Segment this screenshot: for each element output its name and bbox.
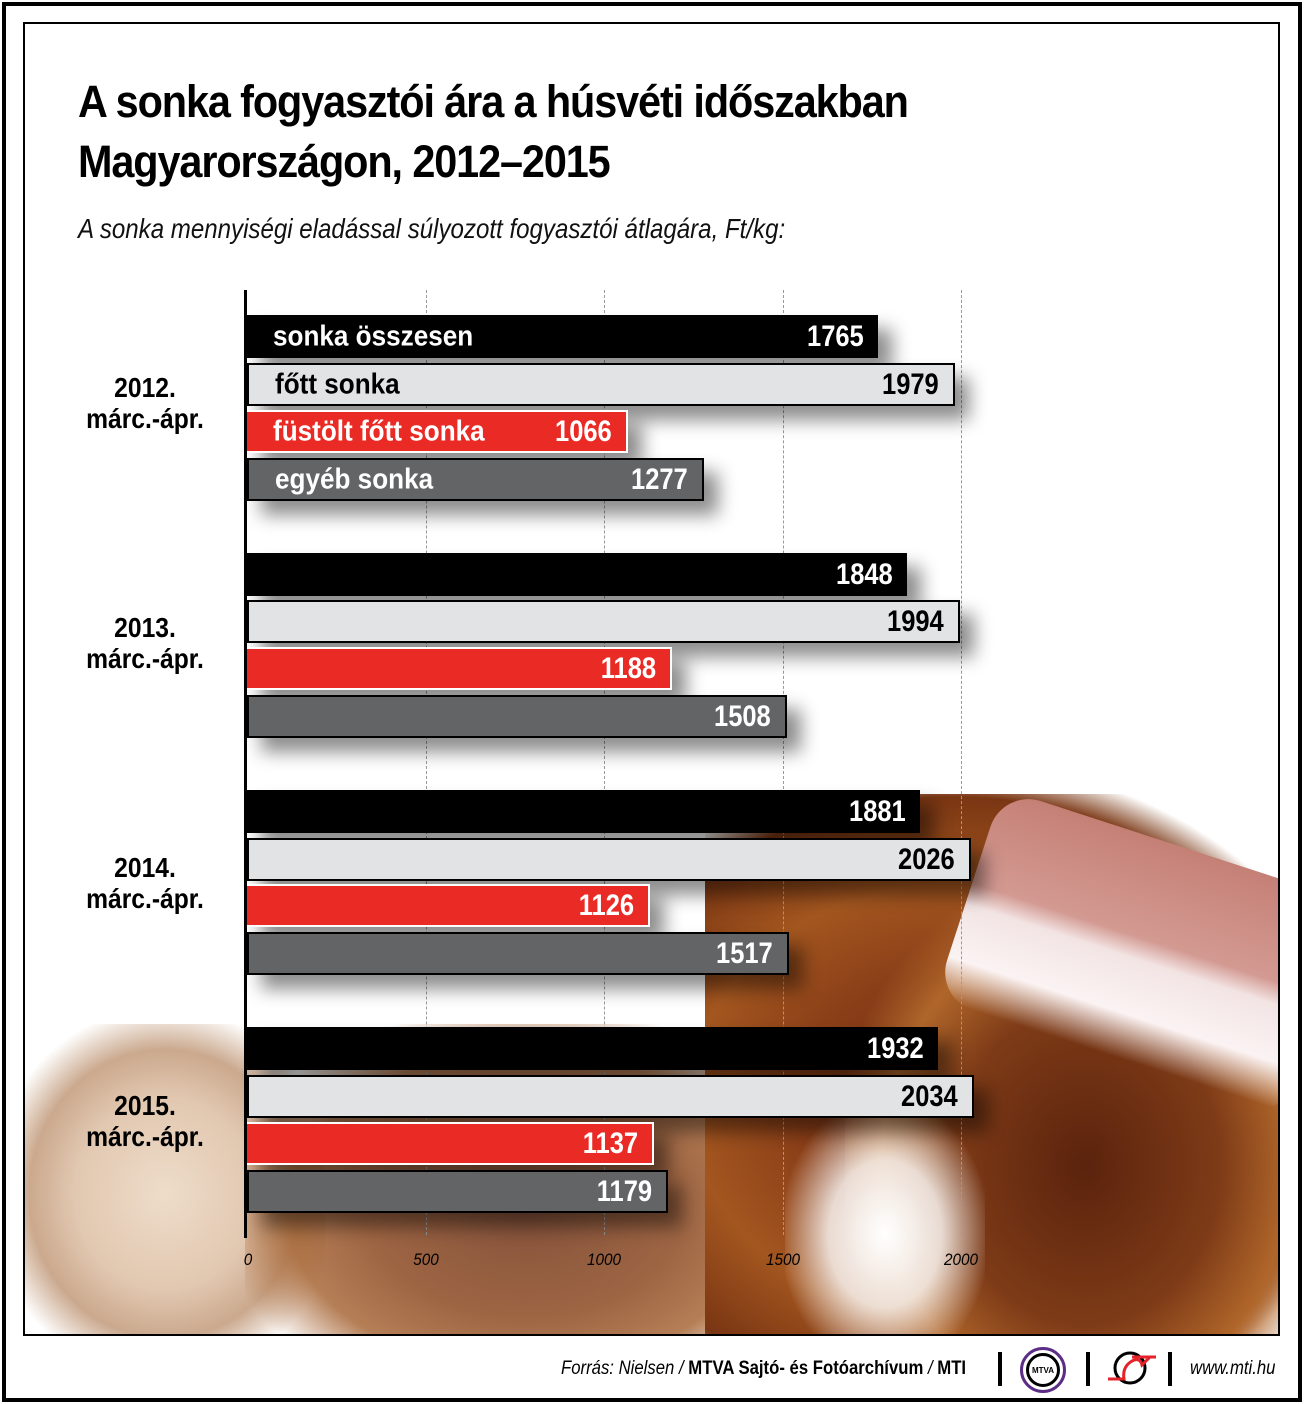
bar-value: 1765 [807, 319, 864, 353]
group-period: márc.-ápr. [86, 643, 204, 674]
bar-2014-egyeb-sonka: 1517 [247, 932, 789, 975]
bar-2015-egyeb-sonka: 1179 [247, 1170, 668, 1213]
bar-2014-sonka-osszesen: 1881 [247, 790, 920, 833]
bar-2013-fustolt-fott-sonka: 1188 [247, 647, 672, 690]
bar-value: 1881 [849, 794, 906, 828]
bar-2012-fott-sonka: főtt sonka 1979 [247, 363, 955, 406]
footer-divider [998, 1352, 1002, 1386]
bar-value: 1517 [716, 936, 773, 970]
group-year: 2013. [114, 612, 176, 643]
source-mti: MTI [937, 1358, 967, 1379]
group-label-2014: 2014. márc.-ápr. [70, 852, 220, 914]
bar-2012-egyeb-sonka: egyéb sonka 1277 [247, 458, 704, 501]
bar-value: 1277 [631, 462, 688, 496]
bar-value: 1994 [887, 604, 944, 638]
bar-2012-sonka-osszesen: sonka összesen 1765 [247, 315, 878, 358]
bar-2014-fustolt-fott-sonka: 1126 [247, 884, 650, 927]
bar-2013-egyeb-sonka: 1508 [247, 695, 787, 738]
x-tick-1000: 1000 [586, 1250, 622, 1269]
bar-2015-fustolt-fott-sonka: 1137 [247, 1122, 654, 1165]
legend-label-fustolt: füstölt főtt sonka [273, 415, 485, 447]
mtva-logo-text: MTVA [1031, 1365, 1055, 1375]
mtva-logo-icon: MTVA [1020, 1347, 1066, 1393]
group-label-2015: 2015. márc.-ápr. [70, 1090, 220, 1152]
footer-divider [1168, 1352, 1172, 1386]
chart-title: A sonka fogyasztói ára a húsvéti időszak… [78, 72, 909, 192]
legend-label-fott: főtt sonka [275, 368, 400, 400]
bar-value: 2026 [898, 842, 955, 876]
group-year: 2012. [114, 372, 176, 403]
group-period: márc.-ápr. [86, 1121, 204, 1152]
bar-2015-fott-sonka: 2034 [247, 1075, 974, 1118]
x-tick-500: 500 [413, 1250, 439, 1269]
x-tick-0: 0 [243, 1250, 253, 1269]
bar-value: 1188 [600, 651, 656, 685]
bar-value: 1979 [882, 367, 939, 401]
website-link[interactable]: www.mti.hu [1190, 1358, 1276, 1379]
bar-2013-fott-sonka: 1994 [247, 600, 960, 643]
legend-label-egyeb: egyéb sonka [275, 463, 434, 495]
bar-2014-fott-sonka: 2026 [247, 838, 971, 881]
gridline-500 [426, 290, 427, 1235]
bar-value: 1848 [836, 557, 893, 591]
bar-value: 1179 [596, 1174, 652, 1208]
mtva-logo-inner: MTVA [1026, 1353, 1060, 1387]
bar-2013-sonka-osszesen: 1848 [247, 553, 907, 596]
x-tick-2000: 2000 [943, 1250, 979, 1269]
bar-2012-fustolt-fott-sonka: füstölt főtt sonka 1066 [247, 410, 628, 453]
y-axis-line [244, 290, 247, 1238]
gridline-1500 [783, 290, 784, 1235]
mti-logo-icon [1108, 1351, 1156, 1385]
bar-value: 1137 [582, 1126, 638, 1160]
bar-value: 1508 [714, 699, 771, 733]
source-archive: MTVA Sajtó- és Fotóarchívum [688, 1358, 924, 1379]
group-label-2013: 2013. márc.-ápr. [70, 612, 220, 674]
group-period: márc.-ápr. [86, 403, 204, 434]
bar-value: 1066 [555, 414, 612, 448]
source-separator: / [927, 1358, 933, 1379]
group-year: 2014. [114, 852, 176, 883]
chart-title-line-2: Magyarországon, 2012–2015 [78, 136, 611, 187]
bar-value: 2034 [901, 1079, 958, 1113]
group-year: 2015. [114, 1090, 176, 1121]
group-label-2012: 2012. márc.-ápr. [70, 372, 220, 434]
gridline-2000 [961, 290, 962, 1235]
legend-label-total: sonka összesen [273, 320, 474, 352]
bar-value: 1126 [578, 888, 634, 922]
bar-value: 1932 [867, 1031, 924, 1065]
x-tick-1500: 1500 [765, 1250, 801, 1269]
source-credit: Forrás: Nielsen / MTVA Sajtó- és Fotóarc… [561, 1358, 966, 1380]
chart-subtitle: A sonka mennyiségi eladással súlyozott f… [78, 213, 786, 244]
gridline-1000 [604, 290, 605, 1235]
source-prefix: Forrás: Nielsen / [561, 1358, 684, 1379]
group-period: márc.-ápr. [86, 883, 204, 914]
footer-divider [1086, 1352, 1090, 1386]
bar-2015-sonka-osszesen: 1932 [247, 1027, 938, 1070]
chart-title-line-1: A sonka fogyasztói ára a húsvéti időszak… [78, 76, 909, 127]
